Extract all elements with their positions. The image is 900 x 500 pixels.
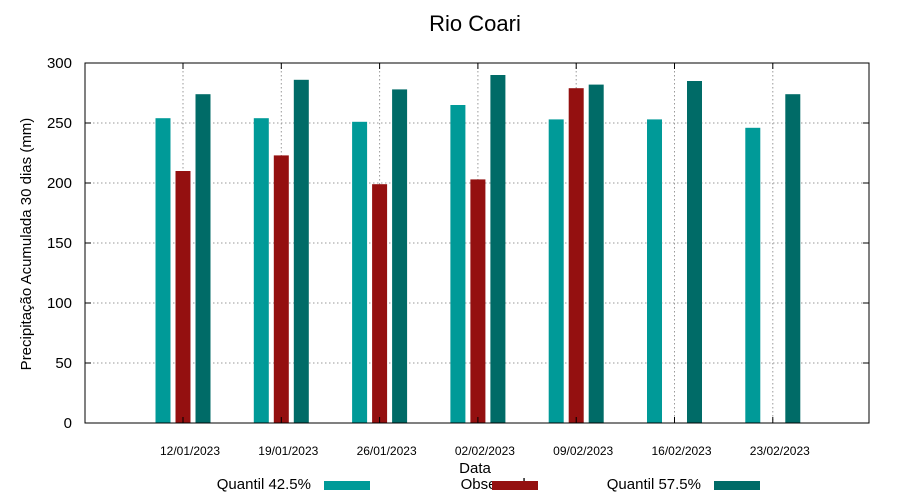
bar-quantil-57-5 (195, 94, 211, 423)
x-tick-label: 23/02/2023 (750, 444, 810, 458)
bar-observado (175, 171, 191, 423)
x-tick-label: 09/02/2023 (553, 444, 613, 458)
y-axis-label: Precipitação Acumulada 30 dias (mm) (18, 118, 35, 371)
bar-quantil-42-5 (450, 105, 466, 423)
y-tick-label: 250 (47, 115, 72, 132)
bar-quantil-57-5 (293, 79, 309, 424)
bar-quantil-42-5 (647, 119, 662, 424)
x-tick-label: 02/02/2023 (455, 444, 515, 458)
y-tick-label: 150 (47, 235, 72, 252)
y-tick-label: 50 (55, 355, 72, 372)
x-tick-label: 16/02/2023 (651, 444, 711, 458)
x-tick-label: 26/01/2023 (357, 444, 417, 458)
bar-observado (470, 179, 486, 423)
x-tick-label: 19/01/2023 (258, 444, 318, 458)
y-tick-label: 300 (47, 55, 72, 72)
y-axis-ticks: 0 50 100 150 200 250 300 (47, 55, 869, 432)
legend-label: Quantil 42.5% (217, 476, 311, 493)
bar-observado (273, 155, 289, 423)
bar-quantil-42-5 (155, 118, 171, 423)
bar-observado (372, 184, 388, 423)
chart-title: Rio Coari (429, 11, 521, 36)
legend: Quantil 42.5%ObservadoQuantil 57.5% (217, 476, 760, 493)
x-axis-ticks: 12/01/2023 19/01/2023 26/01/2023 02/02/2023… (160, 63, 810, 458)
bar-quantil-57-5 (785, 94, 801, 423)
x-tick-label: 12/01/2023 (160, 444, 220, 458)
x-axis-label: Data (459, 460, 491, 477)
legend-swatch (324, 481, 370, 490)
bars (155, 75, 801, 424)
bar-quantil-42-5 (352, 121, 368, 424)
y-tick-label: 100 (47, 295, 72, 312)
bar-quantil-42-5 (253, 118, 269, 423)
legend-swatch (714, 481, 760, 490)
bar-quantil-57-5 (490, 75, 506, 423)
bar-quantil-57-5 (588, 84, 604, 423)
bar-quantil-42-5 (745, 127, 761, 424)
y-tick-label: 200 (47, 175, 72, 192)
legend-label: Quantil 57.5% (607, 476, 701, 493)
legend-swatch (492, 481, 538, 490)
bar-observado (568, 88, 584, 423)
bar-quantil-57-5 (392, 89, 408, 424)
bar-quantil-57-5 (687, 81, 702, 423)
bar-quantil-42-5 (548, 119, 564, 424)
y-tick-label: 0 (64, 415, 72, 432)
